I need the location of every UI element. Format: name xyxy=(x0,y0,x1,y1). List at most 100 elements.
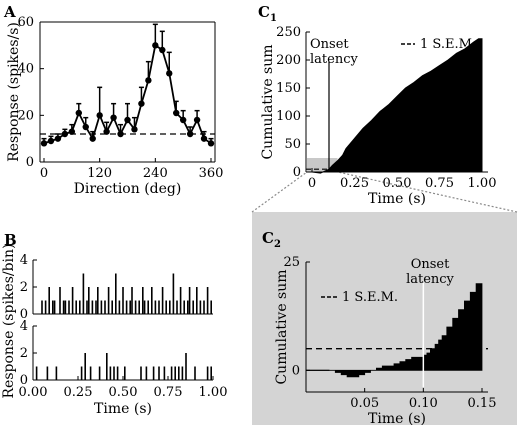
a-x-tick-label: 120 xyxy=(87,166,112,181)
b-top-spike-bar xyxy=(172,273,175,314)
panel-label-c1-sub: 1 xyxy=(270,13,277,24)
c1-x-axis-label: Time (s) xyxy=(368,191,426,207)
b-bottom-spike-bar xyxy=(89,366,92,380)
b-y-axis-label: Response (spikes/bin) xyxy=(1,243,17,398)
b-top-spike-bar xyxy=(188,287,191,314)
b-top-spike-bar xyxy=(196,287,198,314)
b-top-spike-bar xyxy=(210,300,212,314)
a-data-point xyxy=(40,140,48,147)
b-bottom-spike-bar xyxy=(124,366,126,380)
c1-y-tick-label: 200 xyxy=(276,53,301,68)
inset-background xyxy=(252,212,517,425)
a-data-point xyxy=(54,135,62,142)
b-top-spike-bar xyxy=(129,300,131,314)
b-top-spike-bar xyxy=(68,300,70,314)
a-tuning-curve xyxy=(43,43,212,145)
a-data-point xyxy=(47,137,55,145)
b-top-spike-bar xyxy=(138,300,140,314)
a-data-point xyxy=(61,130,69,138)
b-top-spike-bar xyxy=(154,300,157,314)
b-x-tick-label: 0.25 xyxy=(64,385,93,400)
b-top-spike-bar xyxy=(52,300,54,314)
panel-label-c2: C2 xyxy=(262,229,281,250)
b-bottom-spike-bar xyxy=(116,366,119,380)
c2-x-axis-label: Time (s) xyxy=(368,411,426,425)
b-top-spike-bar xyxy=(91,300,94,314)
b-bottom-spike-bar xyxy=(152,366,155,380)
a-data-point xyxy=(124,116,131,124)
c1-y-axis-label: Cumulative sum xyxy=(260,44,276,159)
c1-x-tick-label: 0.50 xyxy=(383,176,412,191)
b-bottom-spike-bar xyxy=(174,366,176,380)
b-top-spike-bar xyxy=(62,300,65,314)
b-top-spike-bar xyxy=(48,287,50,314)
c1-legend-label: 1 S.E.M. xyxy=(420,37,476,52)
b-top-spike-bar xyxy=(134,300,137,314)
b-bottom-spike-bar xyxy=(84,353,86,380)
b-bottom-y-tick-label: 4 xyxy=(20,319,28,334)
panel-label-a: A xyxy=(3,3,16,21)
b-top-spike-bar xyxy=(131,287,133,314)
a-x-axis-label: Direction (deg) xyxy=(74,181,182,197)
b-bottom-spike-bar xyxy=(163,366,166,380)
c1-x-tick-label: 1.00 xyxy=(468,176,497,191)
b-bottom-spike-bar xyxy=(185,353,187,380)
b-x-tick-label: 0.00 xyxy=(19,385,48,400)
b-bottom-y-tick-label: 2 xyxy=(20,346,28,361)
a-y-tick-label: 60 xyxy=(17,15,34,30)
c2-x-tick-label: 0.10 xyxy=(409,396,438,411)
b-top-spike-bar xyxy=(44,300,47,314)
b-x-axis-label: Time (s) xyxy=(94,401,152,417)
b-top-spike-bar xyxy=(151,287,153,314)
c2-y-tick-label: 0 xyxy=(292,363,300,378)
zoom-guide-right xyxy=(337,171,518,213)
c1-y-tick-label: 50 xyxy=(284,137,301,152)
c2-x-tick-label: 0.05 xyxy=(350,396,379,411)
a-data-point xyxy=(103,128,110,135)
b-top-spike-bar xyxy=(147,300,149,314)
chart-c1: 0 50 100 150 200 250 0 0.25 0.50 0.75 1.00 Time (s)… xyxy=(260,25,496,207)
b-top-spike-bar xyxy=(143,300,146,314)
b-top-spike-bar xyxy=(161,287,164,314)
b-top-spike-bar xyxy=(192,300,194,314)
c1-x-tick-label: 0.75 xyxy=(425,176,454,191)
b-bottom-spike-bar xyxy=(106,353,108,380)
b-x-tick-label: 0.50 xyxy=(109,385,138,400)
c1-y-tick-label: 150 xyxy=(276,81,301,96)
b-bottom-spike-bar xyxy=(55,366,58,380)
b-bottom-spike-bar xyxy=(170,366,173,380)
a-y-axis-label: Response (spikes/s) xyxy=(6,22,22,162)
b-top-spike-bar xyxy=(115,273,117,314)
b-top-spike-bar xyxy=(107,287,110,314)
a-x-tick-label: 360 xyxy=(199,166,224,181)
chart-c2: 0 25 0.05 0.10 0.15 Time (s) Cumulative sum 1 S… xyxy=(274,255,496,425)
b-top-spike-bar xyxy=(75,300,77,314)
b-top-spike-bar xyxy=(142,287,144,314)
c1-y-tick-label: 100 xyxy=(276,109,301,124)
c2-legend-label: 1 S.E.M. xyxy=(342,290,398,305)
a-data-point xyxy=(68,128,76,135)
b-bottom-spike-bar xyxy=(145,366,148,380)
b-top-spike-bar xyxy=(179,287,182,314)
b-x-tick-label: 1.00 xyxy=(199,385,228,400)
b-top-y-tick-label: 2 xyxy=(20,280,28,295)
a-data-point xyxy=(96,112,103,119)
b-top-spike-bar xyxy=(169,300,171,314)
b-bottom-spike-bar xyxy=(158,366,160,380)
c2-y-axis-label: Cumulative sum xyxy=(274,269,290,384)
c2-x-tick-label: 0.15 xyxy=(468,396,497,411)
c2-cumulative-area xyxy=(306,283,483,378)
c1-y-tick-label: 0 xyxy=(293,165,301,180)
a-data-point xyxy=(117,130,124,138)
b-top-spike-bar xyxy=(111,300,113,314)
a-y-tick-label: 40 xyxy=(17,62,34,77)
b-top-y-tick-label: 0 xyxy=(20,307,28,322)
c1-onset-annotation-line1: Onset xyxy=(310,37,349,52)
b-top-spike-bar xyxy=(125,300,128,314)
b-bottom-spike-bar xyxy=(109,366,112,380)
c1-onset-annotation-line2: latency xyxy=(310,52,358,67)
b-top-spike-bar xyxy=(206,287,209,314)
a-data-point xyxy=(89,135,96,142)
